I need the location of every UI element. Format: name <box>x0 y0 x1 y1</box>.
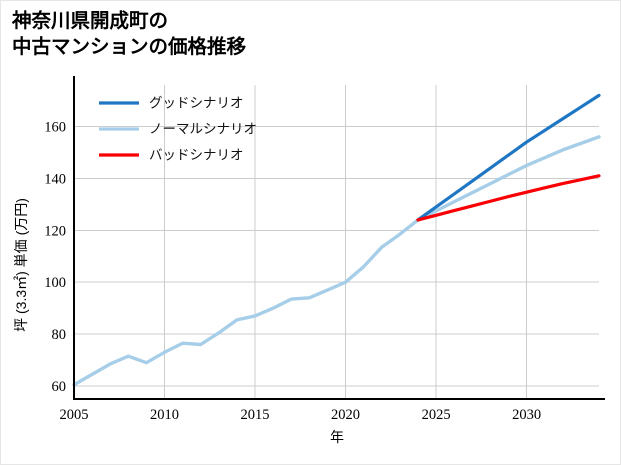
x-tick-label: 2030 <box>512 407 541 423</box>
data-lines-group <box>72 93 601 387</box>
x-tick-labels: 2005 2010 2015 2020 2025 2030 <box>60 407 542 423</box>
x-tick-label: 2005 <box>60 407 89 423</box>
x-axis-title: 年 <box>330 429 344 445</box>
legend-label-0: グッドシナリオ <box>149 96 244 111</box>
y-tick-label: 100 <box>44 275 66 291</box>
y-tick-label: 120 <box>44 223 66 239</box>
y-tick-label: 140 <box>44 171 66 187</box>
x-tick-label: 2010 <box>150 407 179 423</box>
y-tick-label: 160 <box>44 120 66 136</box>
axis-spine <box>72 76 605 401</box>
x-tick-label: 2025 <box>422 407 451 423</box>
legend-label-2: バッドシナリオ <box>149 148 244 163</box>
legend-label-1: ノーマルシナリオ <box>149 122 257 137</box>
y-tick-label: 80 <box>52 327 67 343</box>
y-axis-title: 坪 (3.3㎡) 単価 (万円) <box>13 198 29 332</box>
axis-spines <box>72 76 605 401</box>
data-line-バッドシナリオ <box>416 174 601 222</box>
data-line-ノーマルシナリオ <box>72 135 601 387</box>
chart-title: 神奈川県開成町の 中古マンションの価格推移 <box>12 10 247 58</box>
x-tick-label: 2020 <box>331 407 360 423</box>
data-line-グッドシナリオ <box>416 93 601 222</box>
y-tick-labels: 60 80 100 120 140 160 <box>44 120 66 396</box>
y-tick-label: 60 <box>52 379 67 395</box>
x-tick-label: 2015 <box>241 407 270 423</box>
